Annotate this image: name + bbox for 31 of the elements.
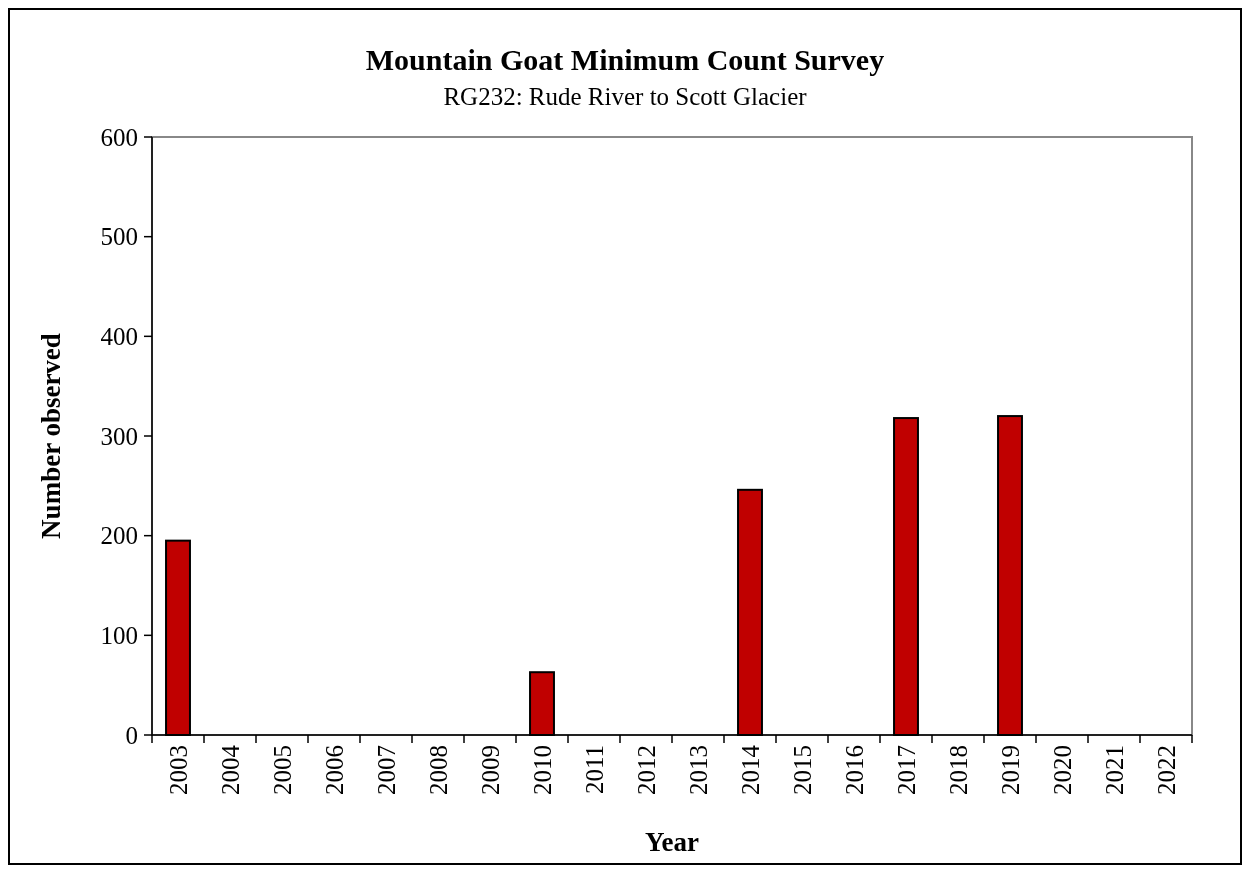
x-tick-label: 2017	[892, 745, 920, 795]
x-tick-label: 2012	[632, 745, 660, 795]
x-tick-label: 2010	[528, 745, 556, 795]
x-tick-label: 2022	[1152, 745, 1180, 795]
x-tick-label: 2015	[788, 745, 816, 795]
x-tick-label: 2018	[944, 745, 972, 795]
y-axis-title: Number observed	[36, 333, 66, 539]
y-tick-label: 600	[100, 123, 138, 151]
x-tick-label: 2008	[424, 745, 452, 795]
x-tick-label: 2003	[164, 745, 192, 795]
x-tick-label: 2014	[736, 744, 764, 795]
y-tick-label: 0	[125, 721, 138, 749]
x-tick-label: 2007	[372, 745, 400, 795]
x-axis-title: Year	[645, 827, 699, 857]
x-tick-label: 2004	[216, 744, 244, 795]
x-tick-label: 2016	[840, 745, 868, 795]
x-tick-label: 2005	[268, 745, 296, 795]
x-tick-label: 2021	[1100, 745, 1128, 795]
chart-subtitle: RG232: Rude River to Scott Glacier	[443, 83, 808, 110]
y-tick-label: 400	[100, 323, 138, 351]
x-tick-label: 2013	[684, 745, 712, 795]
y-tick-label: 300	[100, 422, 138, 450]
chart-title: Mountain Goat Minimum Count Survey	[365, 43, 885, 76]
y-tick-label: 100	[100, 622, 138, 650]
x-tick-label: 2011	[580, 745, 608, 795]
x-tick-label: 2019	[996, 745, 1024, 795]
x-tick-label: 2006	[320, 745, 348, 795]
x-tick-label: 2009	[476, 745, 504, 795]
y-tick-label: 500	[100, 223, 138, 251]
y-tick-label: 200	[100, 522, 138, 550]
x-tick-label: 2020	[1048, 745, 1076, 795]
